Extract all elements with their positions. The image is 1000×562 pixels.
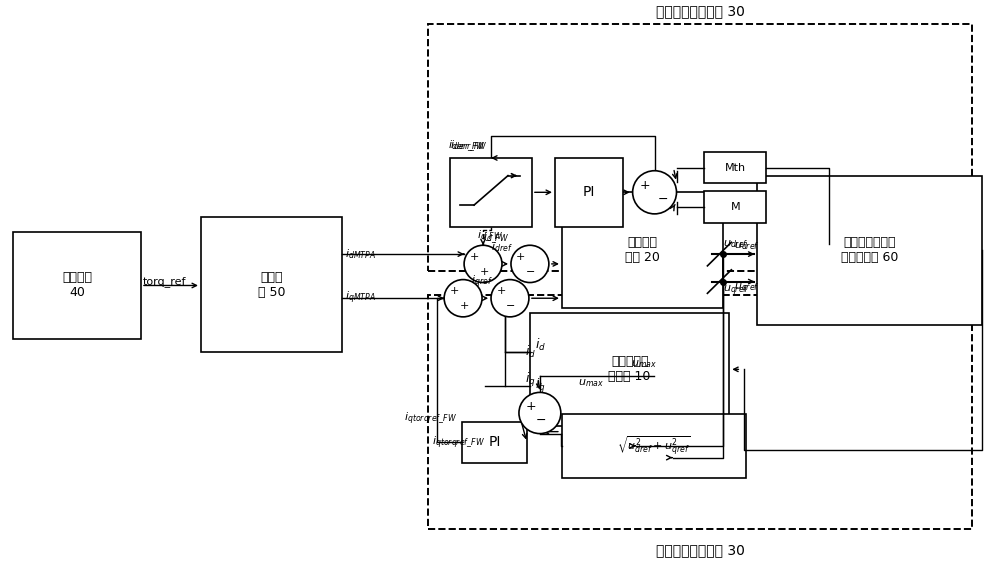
Text: +: +	[526, 400, 536, 413]
Text: −: −	[657, 193, 668, 206]
Bar	[704, 191, 766, 223]
Text: +: +	[479, 267, 489, 277]
Text: $i_{dMTPA}$: $i_{dMTPA}$	[345, 247, 376, 261]
Text: $u_{dref}$: $u_{dref}$	[734, 241, 760, 252]
Text: −: −	[536, 414, 546, 427]
Text: $i_q$: $i_q$	[535, 377, 546, 395]
Text: +: +	[449, 287, 459, 296]
Text: $i_{dref}$: $i_{dref}$	[491, 241, 513, 254]
Text: 矢量控制
模塊 20: 矢量控制 模塊 20	[625, 236, 660, 264]
Bar	[428, 24, 972, 271]
Text: PI: PI	[583, 185, 595, 200]
Text: 電壓空間矢量調
制控制模塊 60: 電壓空間矢量調 制控制模塊 60	[841, 236, 898, 264]
Text: −: −	[506, 301, 516, 311]
Bar	[530, 313, 729, 426]
Text: +: +	[469, 252, 479, 262]
Text: $u_{qref}$: $u_{qref}$	[734, 281, 760, 296]
Text: $u_{qref}$: $u_{qref}$	[723, 283, 749, 298]
Text: $i_q$: $i_q$	[525, 371, 536, 389]
Text: +: +	[516, 252, 526, 262]
Bar	[428, 295, 972, 529]
Text: $i_{derr\_FW}$: $i_{derr\_FW}$	[448, 138, 486, 154]
Text: 弱磁控制調節模塊 30: 弱磁控制調節模塊 30	[656, 4, 744, 18]
Text: +: +	[459, 301, 469, 311]
Circle shape	[464, 245, 502, 283]
Text: $u_{max}$: $u_{max}$	[578, 378, 604, 389]
Text: 弱磁控制調節模塊 30: 弱磁控制調節模塊 30	[656, 543, 744, 558]
Bar	[450, 158, 532, 226]
Text: M: M	[731, 202, 740, 212]
Circle shape	[491, 280, 529, 317]
Bar	[13, 232, 141, 339]
Bar	[201, 217, 342, 352]
Text: 查找模
塊 50: 查找模 塊 50	[258, 270, 285, 298]
Bar	[462, 422, 527, 463]
Text: $i_d$: $i_d$	[535, 337, 546, 352]
Text: +: +	[639, 179, 650, 192]
Text: $\sqrt{u^2_{dref}+u^2_{qref}}$: $\sqrt{u^2_{dref}+u^2_{qref}}$	[617, 434, 691, 457]
Text: $i_{d\_FW}$: $i_{d\_FW}$	[483, 230, 509, 246]
Text: $i_{qtorqref\_FW}$: $i_{qtorqref\_FW}$	[404, 410, 457, 426]
Circle shape	[633, 171, 677, 214]
Text: PI: PI	[488, 436, 501, 450]
Text: $i_d$: $i_d$	[525, 344, 536, 360]
Text: Mth: Mth	[725, 163, 746, 173]
Bar	[555, 158, 623, 226]
Text: 扭矩模塊
40: 扭矩模塊 40	[62, 271, 92, 300]
Bar	[562, 192, 723, 308]
Text: +: +	[496, 287, 506, 296]
Text: torq_ref: torq_ref	[143, 276, 186, 287]
Text: $i_{d\_FW}$: $i_{d\_FW}$	[477, 229, 503, 244]
Text: $i_{qtorqref\_FW}$: $i_{qtorqref\_FW}$	[432, 434, 485, 450]
Text: $i_{derr\_FW}$: $i_{derr\_FW}$	[450, 138, 488, 154]
Text: −: −	[526, 267, 536, 277]
Text: $u_{dref}$: $u_{dref}$	[723, 238, 749, 250]
Bar	[757, 176, 982, 325]
Text: 永磁同步電
機模塊 10: 永磁同步電 機模塊 10	[608, 355, 651, 383]
Circle shape	[519, 392, 561, 434]
Circle shape	[511, 245, 549, 283]
Circle shape	[444, 280, 482, 317]
Text: $i_{qref}$: $i_{qref}$	[471, 273, 493, 290]
Bar	[704, 152, 766, 183]
Text: $u_{max}$: $u_{max}$	[631, 358, 657, 370]
Text: $i_{qMTPA}$: $i_{qMTPA}$	[345, 290, 376, 306]
Bar	[562, 414, 746, 478]
